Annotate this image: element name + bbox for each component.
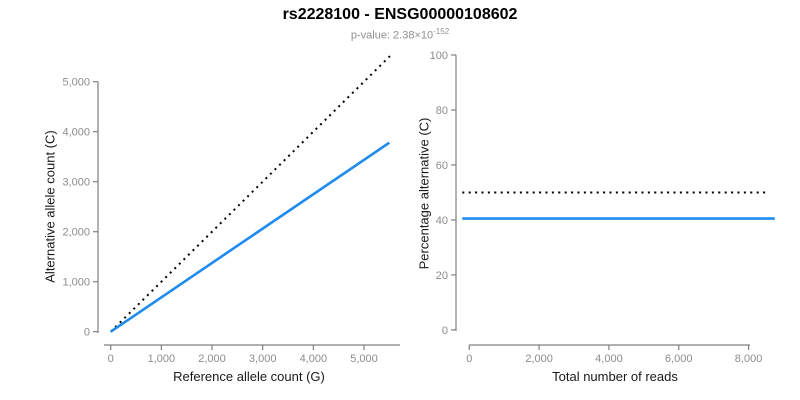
figure-title: rs2228100 - ENSG00000108602 bbox=[282, 6, 518, 23]
right-plot-x-axis-label: Total number of reads bbox=[552, 369, 678, 384]
left-plot-x-axis-label: Reference allele count (G) bbox=[173, 369, 325, 384]
pvalue-exponent: -152 bbox=[433, 27, 450, 36]
x-tick-label: 4,000 bbox=[300, 353, 328, 365]
figure-subtitle: p-value: 2.38×10-152 bbox=[0, 27, 800, 42]
right-plot-canvas: 0 2,000 4,000 6,000 8,000 0 20 40 60 80 100 bbox=[430, 50, 775, 365]
y-tick-label: 60 bbox=[436, 160, 448, 172]
y-tick-label: 5,000 bbox=[62, 77, 90, 89]
x-tick-label: 1,000 bbox=[148, 353, 176, 365]
right-plot-y-axis-label: Percentage alternative (C) bbox=[416, 117, 432, 270]
identity-line bbox=[110, 54, 392, 333]
y-tick-label: 3,000 bbox=[62, 177, 90, 189]
y-tick-label: 1,000 bbox=[62, 277, 90, 289]
left-plot-y-axis-label: Alternative allele count (C) bbox=[42, 130, 58, 283]
x-tick-label: 3,000 bbox=[249, 353, 277, 365]
y-tick-label: 0 bbox=[442, 325, 448, 337]
x-tick-label: 5,000 bbox=[350, 353, 378, 365]
x-tick-label: 2,000 bbox=[198, 353, 226, 365]
x-tick-label: 2,000 bbox=[525, 353, 553, 365]
x-tick-label: 0 bbox=[466, 353, 472, 365]
y-tick-label: 40 bbox=[436, 215, 448, 227]
x-tick-label: 6,000 bbox=[665, 353, 693, 365]
y-tick-label: 2,000 bbox=[62, 227, 90, 239]
regression-line bbox=[109, 141, 391, 333]
y-tick-label: 20 bbox=[436, 270, 448, 282]
x-tick-label: 0 bbox=[108, 353, 114, 365]
y-tick-label: 0 bbox=[84, 327, 90, 339]
y-tick-label: 80 bbox=[436, 105, 448, 117]
x-tick-label: 8,000 bbox=[735, 353, 763, 365]
left-plot-canvas: 0 1,000 2,000 3,000 4,000 5,000 0 1,000 2,000 3,0… bbox=[62, 54, 400, 365]
pvalue-text: p-value: 2.38×10 bbox=[350, 29, 434, 42]
y-tick-label: 4,000 bbox=[62, 127, 90, 139]
y-tick-label: 100 bbox=[430, 50, 448, 62]
x-tick-label: 4,000 bbox=[595, 353, 623, 365]
